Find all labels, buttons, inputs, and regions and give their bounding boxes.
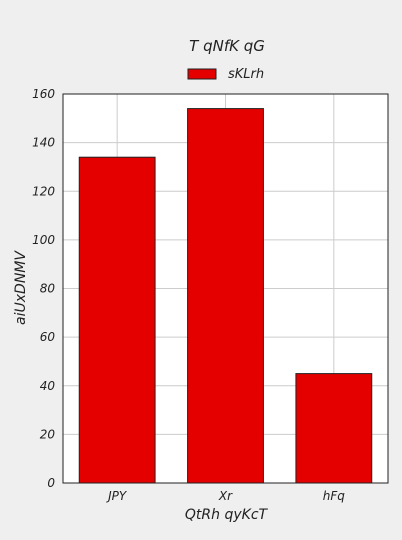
bar-xr	[187, 108, 264, 484]
y-axis-label: aiUxDNMV	[13, 250, 29, 325]
legend: sKLrh	[187, 67, 264, 82]
x-tick-label: JPY	[106, 489, 128, 503]
y-tick-label: 100	[32, 233, 55, 247]
legend-swatch	[187, 68, 217, 80]
y-tick-label: 40	[40, 379, 56, 393]
y-tick-label: 160	[32, 87, 55, 101]
y-tick-label: 140	[32, 136, 55, 150]
y-tick-labels: 0 20 40 60 80 100 120 140 160	[32, 87, 55, 490]
x-tick-label: Xr	[218, 489, 233, 503]
plot-frame	[62, 93, 389, 484]
legend-label: sKLrh	[228, 67, 264, 82]
chart-title: T qNfK qG	[189, 37, 265, 55]
y-tick-label: 60	[40, 330, 56, 344]
x-tick-labels: JPY Xr hFq	[106, 489, 345, 503]
y-tick-label: 120	[32, 184, 55, 198]
y-tick-label: 20	[40, 427, 56, 441]
bar-jpy	[78, 156, 156, 484]
bars	[78, 108, 373, 484]
x-tick-label: hFq	[323, 489, 346, 503]
y-tick-label: 80	[40, 282, 56, 296]
y-tick-label: 0	[47, 476, 55, 490]
x-axis-label: QtRh qyKcT	[185, 507, 269, 523]
bar-hfq	[295, 373, 373, 484]
